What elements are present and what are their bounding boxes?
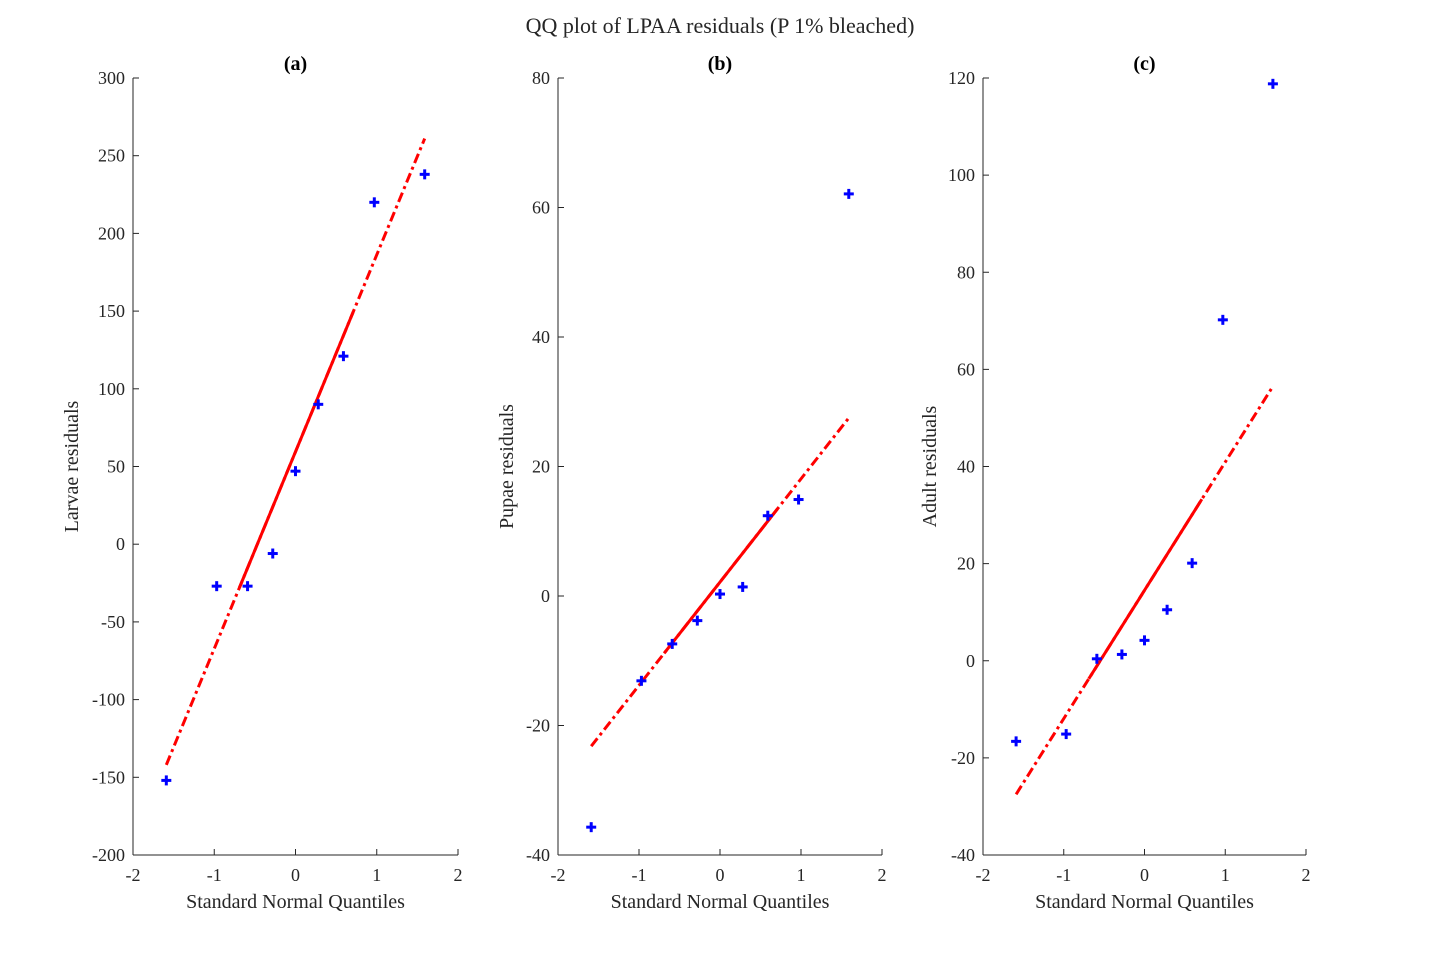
y-tick-label: 80	[957, 262, 975, 282]
data-point	[161, 775, 172, 786]
data-point	[1217, 314, 1228, 325]
x-tick-label: 0	[716, 865, 725, 885]
data-point	[1267, 78, 1278, 89]
data-point	[793, 494, 804, 505]
figure-title: QQ plot of LPAA residuals (P 1% bleached…	[526, 13, 915, 38]
x-tick-label: 0	[1140, 865, 1149, 885]
data-point	[1061, 729, 1072, 740]
reference-line-solid	[1087, 498, 1204, 680]
y-tick-label: 80	[532, 68, 550, 88]
y-tick-label: 120	[948, 68, 975, 88]
data-point	[692, 615, 703, 626]
x-axis-label: Standard Normal Quantiles	[1035, 891, 1254, 913]
reference-line-dashdot	[1014, 385, 1275, 796]
y-axis-label: Pupae residuals	[496, 404, 518, 529]
data-point	[211, 581, 222, 592]
data-point	[313, 399, 324, 410]
x-tick-label: 2	[878, 865, 887, 885]
data-point	[586, 822, 597, 833]
data-point	[290, 466, 301, 477]
x-tick-label: -1	[632, 865, 647, 885]
y-tick-label: 60	[957, 359, 975, 379]
y-axis-label: Larvae residuals	[61, 400, 83, 532]
y-tick-label: 20	[957, 554, 975, 574]
chart-panel-2: (b) -2 -1 0 1 2 -40 -20 0 20 40 60 80 Standard Normal…	[496, 53, 887, 913]
reference-line-solid	[238, 311, 355, 589]
x-tick-label: 2	[1302, 865, 1311, 885]
y-tick-label: -150	[92, 767, 125, 787]
panel-title: (a)	[284, 53, 307, 75]
data-point	[1091, 653, 1102, 664]
data-point	[338, 351, 349, 362]
data-point	[242, 581, 253, 592]
x-tick-label: 1	[797, 865, 806, 885]
data-point	[636, 675, 647, 686]
data-point	[1116, 649, 1127, 660]
y-tick-label: 100	[948, 165, 975, 185]
y-tick-label: 40	[957, 457, 975, 477]
panel-title: (b)	[708, 53, 732, 75]
x-tick-label: -2	[551, 865, 566, 885]
y-tick-label: 40	[532, 327, 550, 347]
y-tick-label: -200	[92, 845, 125, 865]
data-point	[667, 638, 678, 649]
data-point	[715, 589, 725, 600]
x-tick-label: -1	[1056, 865, 1071, 885]
y-tick-label: 300	[98, 68, 125, 88]
x-tick-label: -2	[976, 865, 991, 885]
data-point	[737, 581, 748, 592]
y-tick-label: 0	[966, 651, 975, 671]
x-tick-label: -1	[207, 865, 222, 885]
y-tick-label: 50	[107, 457, 125, 477]
y-tick-label: -50	[101, 612, 125, 632]
chart-panel-3: (c) -2 -1 0 1 2 -40 -20 0 20 40 60 80 100 120 Standard …	[919, 53, 1311, 913]
data-point	[843, 188, 854, 199]
data-point	[267, 548, 278, 559]
reference-line-solid	[662, 507, 779, 655]
y-tick-label: -40	[526, 845, 550, 865]
x-tick-label: -2	[126, 865, 141, 885]
data-point	[762, 510, 773, 521]
chart-panel-1: (a) -2 -1 0 1 2 -200 -150 -100 -50 0 50 100 150 200 250…	[61, 53, 463, 913]
x-tick-label: 1	[372, 865, 381, 885]
data-point	[419, 169, 430, 180]
data-point	[1187, 558, 1198, 569]
data-point	[369, 197, 380, 208]
y-tick-label: -100	[92, 690, 125, 710]
data-point	[1162, 604, 1173, 615]
x-tick-label: 1	[1221, 865, 1230, 885]
x-axis-label: Standard Normal Quantiles	[611, 891, 830, 913]
x-axis-label: Standard Normal Quantiles	[186, 891, 405, 913]
y-tick-label: -20	[526, 716, 550, 736]
y-tick-label: 60	[532, 198, 550, 218]
y-tick-label: -40	[951, 845, 975, 865]
y-axis-label: Adult residuals	[919, 405, 941, 527]
panel-title: (c)	[1133, 53, 1155, 75]
y-tick-label: 20	[532, 457, 550, 477]
data-point	[1011, 736, 1022, 747]
y-tick-label: 250	[98, 146, 125, 166]
reference-line-dashdot	[590, 417, 850, 748]
y-tick-label: 200	[98, 223, 125, 243]
y-tick-label: 0	[116, 534, 125, 554]
y-tick-label: 150	[98, 301, 125, 321]
x-tick-label: 2	[454, 865, 463, 885]
x-tick-label: 0	[291, 865, 300, 885]
y-tick-label: -20	[951, 748, 975, 768]
y-tick-label: 100	[98, 379, 125, 399]
y-tick-label: 0	[541, 586, 550, 606]
data-point	[1139, 635, 1150, 646]
